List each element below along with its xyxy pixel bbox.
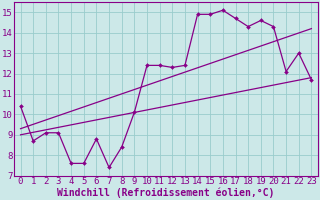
X-axis label: Windchill (Refroidissement éolien,°C): Windchill (Refroidissement éolien,°C): [57, 187, 275, 198]
